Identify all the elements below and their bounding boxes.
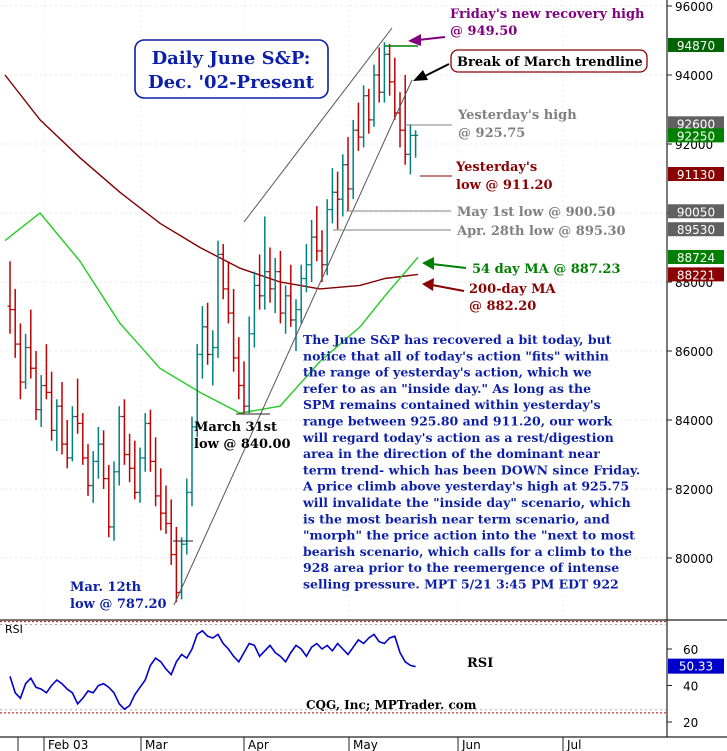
break-trendline-arrow-head — [413, 70, 428, 81]
price-badge — [668, 222, 724, 237]
friday-high-arrow-shaft — [417, 36, 446, 41]
time-tick-label: Jul — [566, 738, 581, 751]
price-tick-label: 82000 — [675, 483, 713, 497]
rsi-panel-label: RSI — [5, 623, 23, 636]
time-tick-label: Apr — [248, 738, 269, 751]
rsi-last-value: 50.33 — [679, 660, 713, 674]
annotation-ma54: 54 day MA @ 887.23 — [472, 262, 621, 277]
commentary-line: range between 925.80 and 911.20, our wor… — [303, 414, 612, 429]
rsi-tick-label: 20 — [683, 716, 698, 730]
price-badge — [668, 37, 724, 52]
annotation-yesterday-low-line1: Yesterday's — [455, 160, 537, 175]
time-tick-label: May — [353, 738, 378, 751]
time-axis-ticks: Feb 03 Mar Apr May Jun Jul — [17, 737, 581, 751]
rsi-last-badge — [668, 658, 724, 674]
annotation-may1-low: May 1st low @ 900.50 — [457, 205, 615, 220]
commentary-line: will invalidate the "inside day" scenari… — [302, 495, 631, 510]
annotation-mar31-line1: March 31st — [194, 420, 277, 435]
ma200-line — [4, 74, 419, 290]
price-tick-label: 84000 — [675, 414, 713, 428]
commentary-line: the range of yesterday's action, which w… — [303, 365, 592, 380]
rsi-panel: 20 40 60 50.33 RSI RSI CQG, Inc; MPTrader. com — [0, 621, 724, 730]
annotation-mar12-line2: low @ 787.20 — [70, 597, 167, 612]
annotation-apr28-low: Apr. 28th low @ 895.30 — [456, 224, 626, 239]
commentary-line: area in the direction of the dominant ne… — [303, 446, 600, 461]
chart-title-box: Daily June S&P: Dec. '02-Present — [134, 39, 329, 99]
annotations: Friday's new recovery high @ 949.50 Brea… — [70, 7, 648, 612]
price-badge-label: 92250 — [677, 129, 715, 143]
price-tick-label: 86000 — [675, 345, 713, 359]
price-badge — [668, 116, 724, 131]
annotation-friday-high-line2: @ 949.50 — [450, 24, 517, 39]
ma54-arrow-shaft — [431, 263, 467, 269]
march-trendline — [173, 79, 413, 606]
chart-subtitle: Dec. '02-Present — [148, 72, 315, 93]
annotation-yesterday-low-line2: low @ 911.20 — [456, 178, 553, 193]
price-badge-label: 92600 — [677, 117, 715, 131]
price-badge-label: 94870 — [677, 39, 715, 53]
ma54-arrow-head — [422, 257, 434, 270]
rsi-title: RSI — [467, 656, 493, 671]
commentary-text: The June S&P has recovered a bit today, … — [302, 332, 640, 592]
price-badge-label: 88221 — [677, 268, 715, 282]
candles-layer — [7, 42, 419, 603]
price-badge — [668, 204, 724, 219]
break-trendline-arrow-shaft — [424, 63, 450, 77]
commentary-line: A price climb above yesterday's high at … — [302, 479, 629, 494]
annotation-mar31-line2: low @ 840.00 — [194, 437, 291, 452]
grid-layer — [0, 0, 667, 620]
price-badge — [668, 167, 724, 182]
price-badge-label: 90050 — [677, 205, 715, 219]
time-tick-label: Jun — [461, 738, 481, 751]
price-tick-label: 96000 — [675, 0, 713, 14]
title-frame — [134, 39, 329, 99]
commentary-line: selling pressure. MPT 5/21 3:45 PM EDT 9… — [303, 577, 619, 592]
price-badge-label: 91130 — [677, 168, 715, 182]
rsi-line — [9, 629, 416, 711]
chart-title: Daily June S&P: — [152, 48, 311, 69]
commentary-line: SPM remains contained within yesterday's — [303, 397, 601, 412]
break-trendline-box — [450, 49, 648, 73]
annotation-ma200-line2: @ 882.20 — [469, 299, 536, 314]
annotation-yesterday-high-line2: @ 925.75 — [458, 126, 525, 141]
rsi-tick-label: 40 — [683, 680, 698, 694]
commentary-line: notice that all of today's action "fits"… — [303, 348, 609, 363]
annotation-mar12-line1: Mar. 12th — [70, 580, 142, 595]
ma54-line — [4, 212, 419, 414]
commentary-line: The June S&P has recovered a bit today, … — [303, 332, 612, 347]
annotation-break-trendline: Break of March trendline — [457, 55, 643, 70]
price-badge — [668, 250, 724, 265]
commentary-line: term trend- which has been DOWN since Fr… — [303, 462, 640, 477]
moving-average-layer — [4, 74, 419, 414]
price-badge-label: 89530 — [677, 223, 715, 237]
commentary-line: is the most bearish near term scenario, … — [303, 511, 610, 526]
price-tick-label: 94000 — [675, 69, 713, 83]
time-tick-label: Mar — [145, 738, 168, 751]
commentary-line: refer to as an "inside day." As long as … — [303, 381, 591, 396]
price-badge — [668, 128, 724, 143]
trendlines-layer — [173, 27, 418, 606]
annotation-friday-high-line1: Friday's new recovery high — [450, 7, 645, 22]
channel-upper-line — [243, 27, 393, 223]
data-credit: CQG, Inc; MPTrader. com — [306, 698, 477, 712]
commentary-line: will regard today's action as a rest/dig… — [302, 430, 614, 445]
annotation-ma200-line1: 200-day MA — [469, 282, 557, 297]
price-tick-label: 80000 — [675, 552, 713, 566]
friday-high-arrow-head — [408, 34, 421, 46]
commentary-line: "morph" the price action into the "next … — [303, 528, 635, 543]
time-tick-label: Feb 03 — [48, 738, 88, 751]
commentary-line: 928 area prior to the reemergence of int… — [303, 560, 619, 575]
price-badge — [668, 267, 724, 282]
ma200-arrow-shaft — [431, 284, 465, 292]
rsi-tick-label: 60 — [683, 643, 698, 657]
ma200-arrow-head — [422, 278, 434, 291]
commentary-line: bearish scenario, which calls for a clim… — [303, 544, 632, 559]
price-badge-label: 88724 — [677, 251, 715, 265]
annotation-yesterday-high-line1: Yesterday's high — [457, 108, 577, 123]
